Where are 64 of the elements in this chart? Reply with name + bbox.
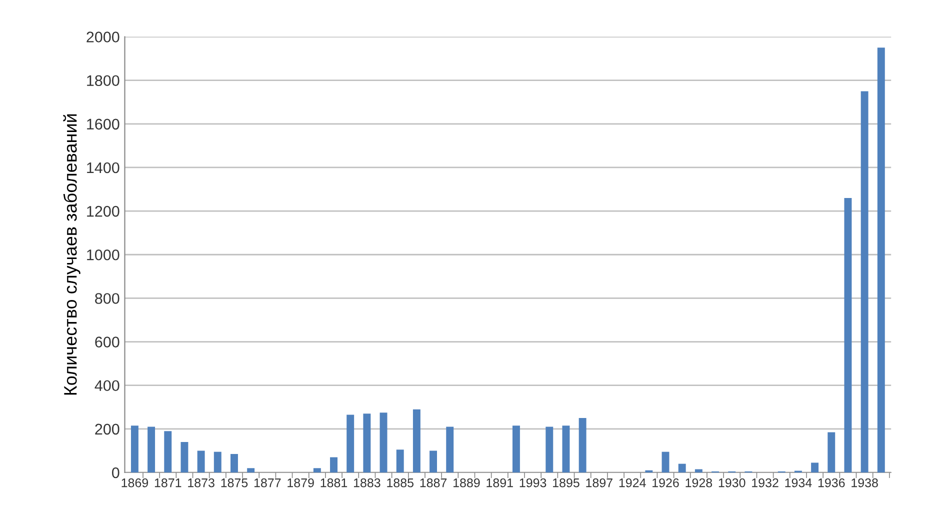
- x-tick-label: 1877: [254, 478, 281, 488]
- bar: [678, 464, 686, 472]
- y-tick-label: 600: [95, 336, 120, 348]
- bar: [844, 198, 852, 472]
- y-tick-label: 1200: [87, 206, 120, 217]
- bar: [130, 426, 138, 472]
- x-tick-label: 1891: [486, 478, 513, 488]
- y-tick-label: 2000: [86, 32, 120, 42]
- bar: [412, 409, 420, 472]
- bar: [430, 450, 438, 472]
- x-tick-label: 1869: [122, 478, 148, 488]
- y-axis-title: Количество случаев заболеваний: [63, 114, 80, 395]
- bar: [313, 468, 321, 472]
- bar: [512, 426, 520, 472]
- x-tick-label: 1887: [420, 478, 447, 488]
- x-tick-label: 1871: [154, 478, 182, 488]
- bar: [197, 450, 205, 472]
- x-tick-label: 1873: [188, 478, 214, 488]
- y-tick-label: 1400: [87, 162, 120, 174]
- x-tick-label: 1883: [354, 478, 380, 488]
- bar: [180, 442, 188, 472]
- bar: [346, 414, 354, 472]
- x-tick-label: 1885: [387, 478, 414, 488]
- bar: [380, 412, 388, 472]
- bar: [446, 426, 454, 472]
- x-tick-label: 1934: [785, 478, 812, 488]
- y-tick-label: 200: [95, 424, 120, 435]
- y-tick-label: 0: [112, 467, 120, 478]
- bar: [330, 457, 338, 472]
- bar: [148, 426, 156, 472]
- y-tick-label: 400: [94, 380, 120, 392]
- bar: [662, 452, 670, 472]
- bar: [811, 462, 819, 472]
- bar: [363, 414, 371, 472]
- x-tick-label: 1936: [818, 478, 845, 488]
- y-tick-label: 800: [95, 293, 120, 304]
- x-tick-label: 1897: [586, 478, 612, 488]
- x-tick-label: 1932: [752, 478, 778, 488]
- bar: [396, 450, 404, 472]
- x-tick-label: 1889: [454, 478, 480, 488]
- x-tick-label: 1926: [652, 478, 679, 488]
- x-tick-label: 1895: [553, 478, 580, 488]
- x-tick-label: 1993: [520, 478, 546, 488]
- bar: [578, 418, 586, 472]
- y-tick-label: 1800: [87, 75, 120, 86]
- y-tick-label: 1600: [87, 118, 120, 130]
- bar: [230, 454, 238, 472]
- bar: [546, 426, 554, 472]
- x-tick-label: 1875: [221, 478, 248, 488]
- x-tick-label: 1881: [320, 478, 348, 488]
- bar: [247, 468, 255, 472]
- bar: [860, 91, 868, 472]
- x-tick-label: 1930: [718, 478, 746, 488]
- bar: [828, 432, 836, 472]
- x-tick-label: 1924: [619, 478, 646, 488]
- bar: [877, 48, 885, 472]
- y-tick-label: 1000: [87, 249, 120, 260]
- bar: [164, 431, 172, 472]
- bar: [214, 452, 222, 472]
- x-tick-label: 1938: [852, 478, 878, 488]
- bar: [694, 469, 702, 472]
- x-tick-label: 1928: [686, 478, 712, 488]
- x-tick-label: 1879: [288, 478, 314, 488]
- bar: [562, 426, 570, 472]
